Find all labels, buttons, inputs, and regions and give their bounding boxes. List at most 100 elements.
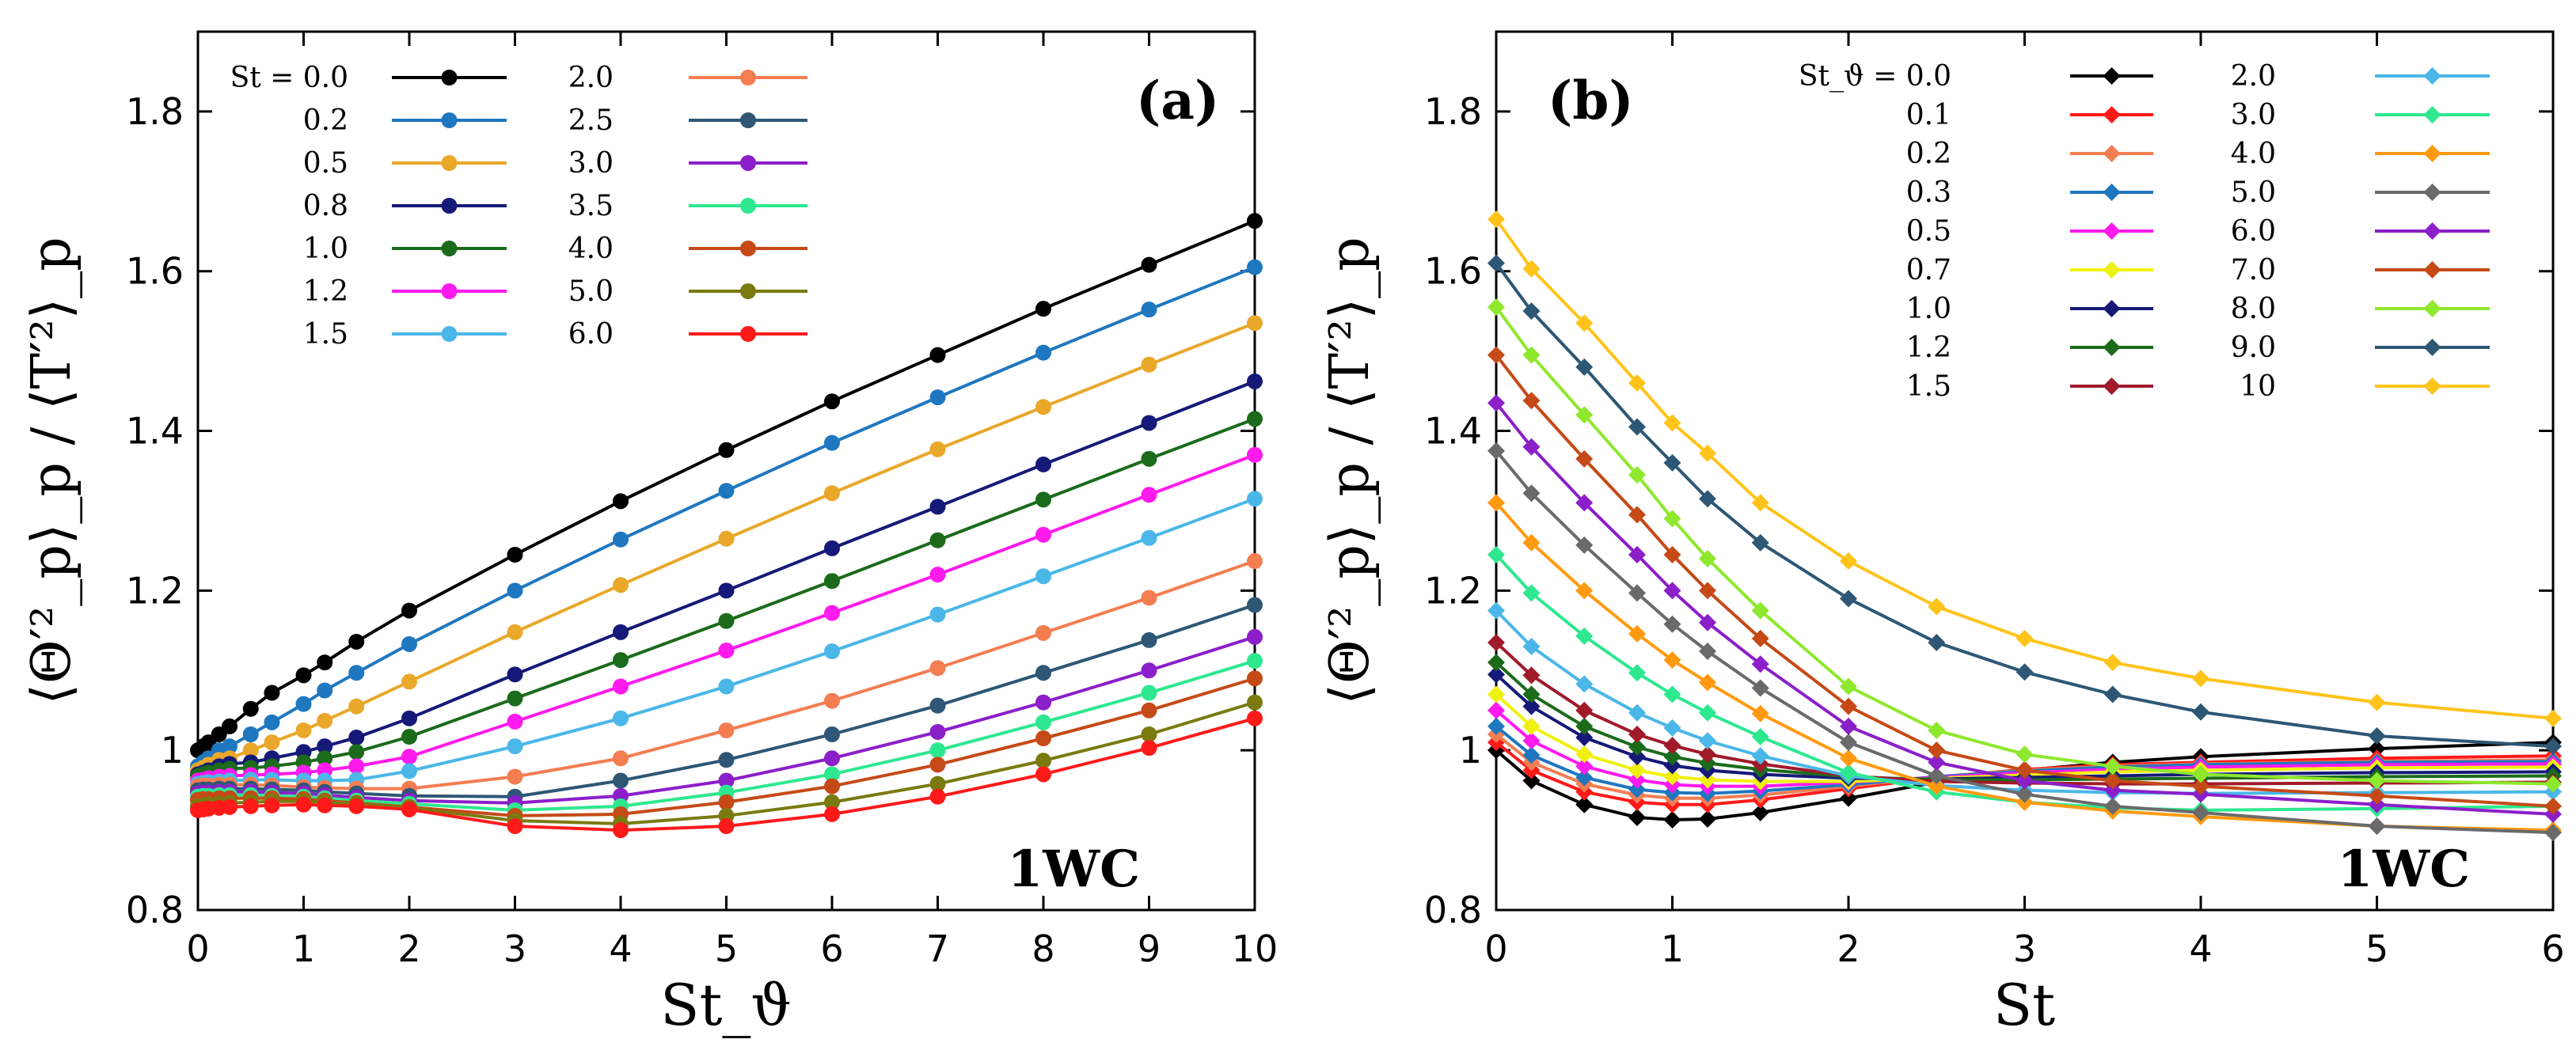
panel-b-data-point [1751, 494, 1769, 512]
panel-a-data-point [824, 750, 840, 767]
panel-b-legend-item: 0.1 [1906, 99, 2153, 131]
panel-b-x-tick-label: 2 [1837, 927, 1860, 970]
panel-b-legend-marker [2423, 184, 2441, 201]
panel-b-data-point [2016, 629, 2034, 647]
panel-a-legend-item: 1.5 [303, 318, 507, 351]
panel-a-data-point [1247, 411, 1263, 427]
panel-b-data-point [1487, 210, 1505, 229]
panel-b-legend-label: 4.0 [2231, 138, 2276, 170]
panel-a-data-point [295, 667, 312, 684]
panel-b-data-point [1663, 768, 1681, 786]
panel-b-data-point [1699, 582, 1716, 600]
panel-a-data-point [824, 794, 840, 810]
panel-b-data-point [1487, 494, 1505, 512]
panel-b-data-point [1575, 314, 1594, 332]
panel-b-legend-item: St_ϑ = 0.0 [1799, 60, 2153, 93]
panel-a-data-point [824, 605, 840, 621]
panel-b-data-point [1522, 392, 1541, 410]
panel-a-legend-item: 0.2 [303, 104, 507, 137]
panel-a-data-point [1141, 662, 1157, 679]
panel-a-data-point [401, 729, 417, 745]
panel-b-data-point [1487, 545, 1505, 563]
panel-a-data-point [242, 798, 259, 814]
panel-a-data-point [1141, 450, 1157, 467]
panel-b-data-point [1663, 651, 1681, 669]
panel-a-data-point [929, 441, 946, 457]
panel-a-legend-marker [441, 198, 458, 214]
panel-a-data-point [824, 726, 840, 742]
panel-a-data-point [1141, 256, 1157, 273]
panel-b-series-line [1495, 502, 2554, 832]
panel-a-data-point [317, 654, 333, 671]
panel-a-data-point [317, 712, 333, 729]
panel-b-series-4.0 [1487, 494, 2562, 840]
panel-b-legend-item: 8.0 [2231, 293, 2490, 325]
panel-b-data-point [1628, 466, 1646, 484]
panel-b-legend-item: 6.0 [2231, 215, 2490, 248]
panel-a-data-point [1247, 213, 1263, 229]
panel-a-legend-item: St = 0.0 [230, 62, 507, 94]
panel-b-data-point [1628, 780, 1646, 798]
panel-a-data-point [718, 582, 735, 599]
panel-b-label: (b) [1548, 70, 1634, 131]
panel-b-data-point [2544, 824, 2562, 842]
panel-b-data-point [1575, 494, 1594, 512]
panel-a-data-point [929, 660, 946, 677]
panel-b: 0 1 2 3 4 5 6 0.8 1 1.2 1.4 1.6 1.8 (b) 1WC St_ϑ = 0… [1319, 30, 2565, 1038]
panel-b-data-point [1522, 584, 1541, 602]
panel-b-legend-item: 7.0 [2231, 254, 2490, 286]
panel-b-legend-label: 1.2 [1906, 332, 1951, 364]
panel-b-data-point [1840, 677, 1857, 696]
panel-b-data-point [1928, 753, 1946, 772]
panel-b-data-point [1487, 254, 1505, 272]
panel-b-series [1487, 210, 2562, 842]
panel-b-data-point [1699, 703, 1716, 722]
panel-a-legend-label: 2.0 [568, 62, 614, 94]
panel-a-data-point [1141, 487, 1157, 503]
panel-a-legend-item: 1.0 [303, 233, 507, 265]
panel-b-data-point [1699, 550, 1716, 567]
panel-b-data-point [2544, 775, 2562, 793]
panel-b-data-point [1575, 701, 1594, 719]
panel-a-legend-item: 0.5 [303, 147, 507, 180]
panel-a-legend-marker [441, 326, 458, 342]
panel-a-data-point [401, 673, 417, 690]
panel-a-data-point [222, 738, 238, 755]
panel-a-data-point [222, 798, 238, 815]
panel-b-data-point [1522, 346, 1541, 364]
panel-a-data-point [1141, 740, 1157, 757]
panel-a-data-point [348, 698, 365, 715]
panel-b-data-point [1663, 414, 1681, 432]
panel-a-data-point [824, 573, 840, 590]
panel-b-series-line [1495, 354, 2554, 808]
panel-a-legend-label: 1.5 [303, 318, 348, 351]
panel-b-data-point [1628, 703, 1646, 722]
panel-b-legend: St_ϑ = 0.0 0.1 0.2 0.3 0.5 0.7 1.0 1.2 1.5 2.0 3.0… [1799, 60, 2490, 403]
panel-b-data-point [1699, 810, 1716, 828]
panel-a-data-point [1141, 684, 1157, 701]
panel-b-legend-label: 0.3 [1906, 176, 1951, 209]
panel-b-data-point [1663, 582, 1681, 600]
panel-b-legend-marker [2103, 261, 2121, 279]
panel-a-annotation: 1WC [1008, 840, 1140, 899]
panel-a-legend-marker [740, 70, 756, 85]
panel-a-x-tick-label: 8 [1032, 927, 1054, 970]
panel-a-legend: St = 0.0 0.2 0.5 0.8 1.0 1.2 1.5 2.0 2.5 3.0 3.5 4.… [230, 62, 807, 351]
panel-b-data-point [1840, 590, 1857, 608]
panel-a-x-tick-label: 3 [503, 927, 526, 970]
panel-b-data-point [1928, 767, 1946, 785]
panel-b-data-point [1628, 584, 1646, 602]
panel-b-data-point [2368, 787, 2386, 805]
panel-a-data-point [1141, 415, 1157, 431]
panel-b-data-point [1663, 545, 1681, 563]
panel-b-legend-label: 10 [2240, 370, 2276, 403]
panel-b-data-point [1928, 721, 1946, 739]
panel-b-data-point [1575, 627, 1594, 645]
panel-a-data-point [401, 749, 417, 765]
panel-b-data-point [2103, 685, 2122, 703]
panel-a-data-point [1141, 702, 1157, 719]
panel-b-data-point [1487, 701, 1505, 719]
panel-a-legend-marker [441, 241, 458, 256]
panel-b-annotation: 1WC [2338, 840, 2470, 899]
panel-b-data-point [1928, 777, 1946, 795]
